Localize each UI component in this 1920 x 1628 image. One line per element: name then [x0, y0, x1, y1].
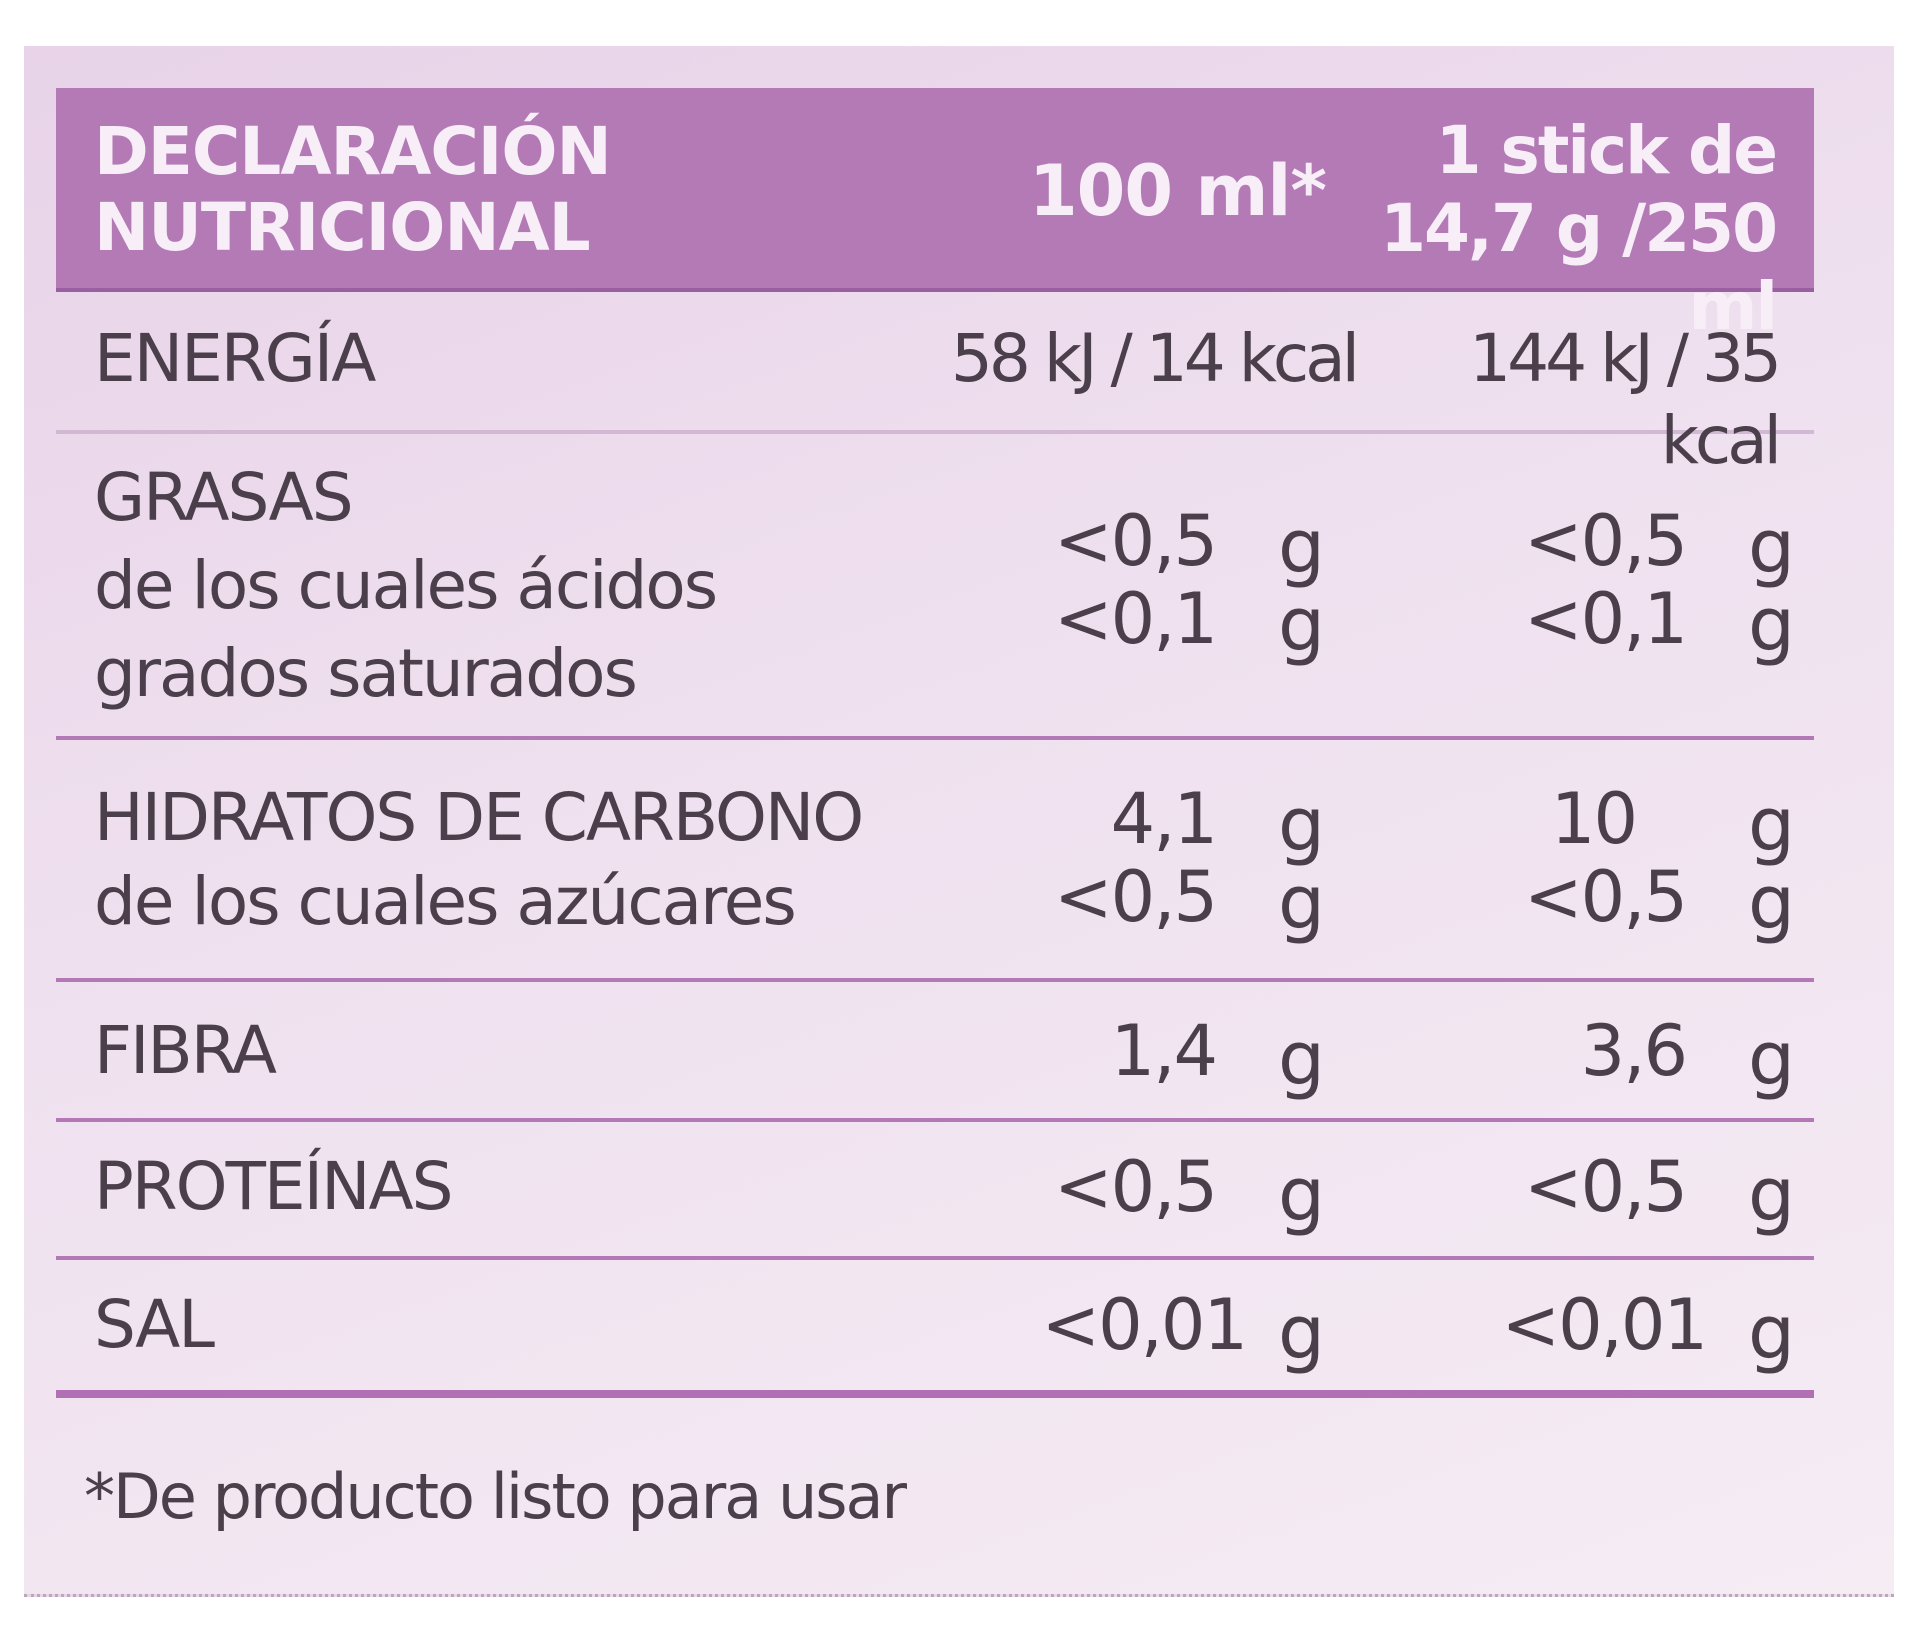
fats-col1-saturated-unit: g: [1278, 582, 1325, 668]
fats-label-line2: de los cuales ácidos: [94, 547, 718, 624]
fats-col2-saturated-unit: g: [1748, 582, 1795, 668]
fats-col1-saturated: <0,1: [1054, 578, 1218, 660]
carbs-label-line1: HIDRATOS DE CARBONO: [94, 779, 864, 856]
fiber-col1-unit: g: [1278, 1016, 1325, 1102]
fats-label-line1: GRASAS: [94, 459, 354, 536]
fats-col1-total: <0,5: [1054, 500, 1218, 582]
fats-label-line3: grados saturados: [94, 635, 638, 712]
carbs-col2-sugars-unit: g: [1748, 860, 1795, 946]
row-protein: PROTEÍNAS <0,5 g <0,5 g: [56, 1122, 1814, 1260]
salt-col1-unit: g: [1278, 1290, 1325, 1376]
fiber-col1: 1,4: [1110, 1010, 1218, 1092]
protein-col1-unit: g: [1278, 1152, 1325, 1238]
header-title: DECLARACIÓN NUTRICIONAL: [94, 114, 614, 266]
nutrition-panel: DECLARACIÓN NUTRICIONAL 100 ml* 1 stick …: [24, 46, 1894, 1597]
row-carbs: HIDRATOS DE CARBONO de los cuales azúcar…: [56, 740, 1814, 982]
carbs-label-line2: de los cuales azúcares: [94, 863, 797, 940]
carbs-col2-total-unit: g: [1748, 782, 1795, 868]
salt-col2: <0,01: [1501, 1284, 1708, 1366]
fiber-col2-unit: g: [1748, 1016, 1795, 1102]
table-header: DECLARACIÓN NUTRICIONAL 100 ml* 1 stick …: [56, 88, 1814, 345]
carbs-col1-total-unit: g: [1278, 782, 1325, 868]
fiber-label: FIBRA: [94, 1012, 277, 1089]
salt-label: SAL: [94, 1286, 215, 1363]
carbs-col2-total: 10: [1550, 778, 1638, 860]
carbs-col1-total: 4,1: [1110, 778, 1218, 860]
energy-col2: 144 kJ / 35 kcal: [1469, 320, 1782, 479]
carbs-col2-sugars: <0,5: [1524, 856, 1688, 938]
footnote: *De producto listo para usar: [84, 1460, 907, 1533]
energy-label: ENERGÍA: [94, 320, 376, 397]
carbs-label: HIDRATOS DE CARBONO de los cuales azúcar…: [94, 776, 864, 944]
salt-col2-unit: g: [1748, 1290, 1795, 1376]
fats-col2-saturated: <0,1: [1524, 578, 1688, 660]
row-energy: ENERGÍA 58 kJ / 14 kcal 144 kJ / 35 kcal: [56, 292, 1814, 479]
protein-col1: <0,5: [1054, 1146, 1218, 1228]
header-col-stick: 1 stick de 14,7 g /250 ml: [1306, 112, 1778, 346]
protein-label: PROTEÍNAS: [94, 1148, 454, 1225]
fats-col2-total-unit: g: [1748, 504, 1795, 590]
carbs-col1-sugars: <0,5: [1054, 856, 1218, 938]
nutrition-table: DECLARACIÓN NUTRICIONAL 100 ml* 1 stick …: [56, 88, 1814, 1398]
fats-col1-total-unit: g: [1278, 504, 1325, 590]
salt-col1: <0,01: [1041, 1284, 1248, 1366]
header-col-stick-line2: 14,7 g /250 ml: [1380, 190, 1778, 345]
protein-col2-unit: g: [1748, 1152, 1795, 1238]
row-salt: SAL <0,01 g <0,01 g: [56, 1260, 1814, 1398]
row-fats: GRASAS de los cuales ácidos grados satur…: [56, 434, 1814, 740]
header-title-line2: NUTRICIONAL: [94, 189, 591, 266]
energy-col1: 58 kJ / 14 kcal: [950, 320, 1360, 397]
row-fiber: FIBRA 1,4 g 3,6 g: [56, 982, 1814, 1122]
fiber-col2: 3,6: [1580, 1010, 1688, 1092]
carbs-col1-sugars-unit: g: [1278, 860, 1325, 946]
header-col-stick-line1: 1 stick de: [1435, 112, 1778, 189]
fats-col2-total: <0,5: [1524, 500, 1688, 582]
fats-label: GRASAS de los cuales ácidos grados satur…: [94, 454, 718, 718]
header-title-line1: DECLARACIÓN: [94, 113, 612, 190]
header-col-100ml: 100 ml*: [1028, 150, 1327, 232]
protein-col2: <0,5: [1524, 1146, 1688, 1228]
